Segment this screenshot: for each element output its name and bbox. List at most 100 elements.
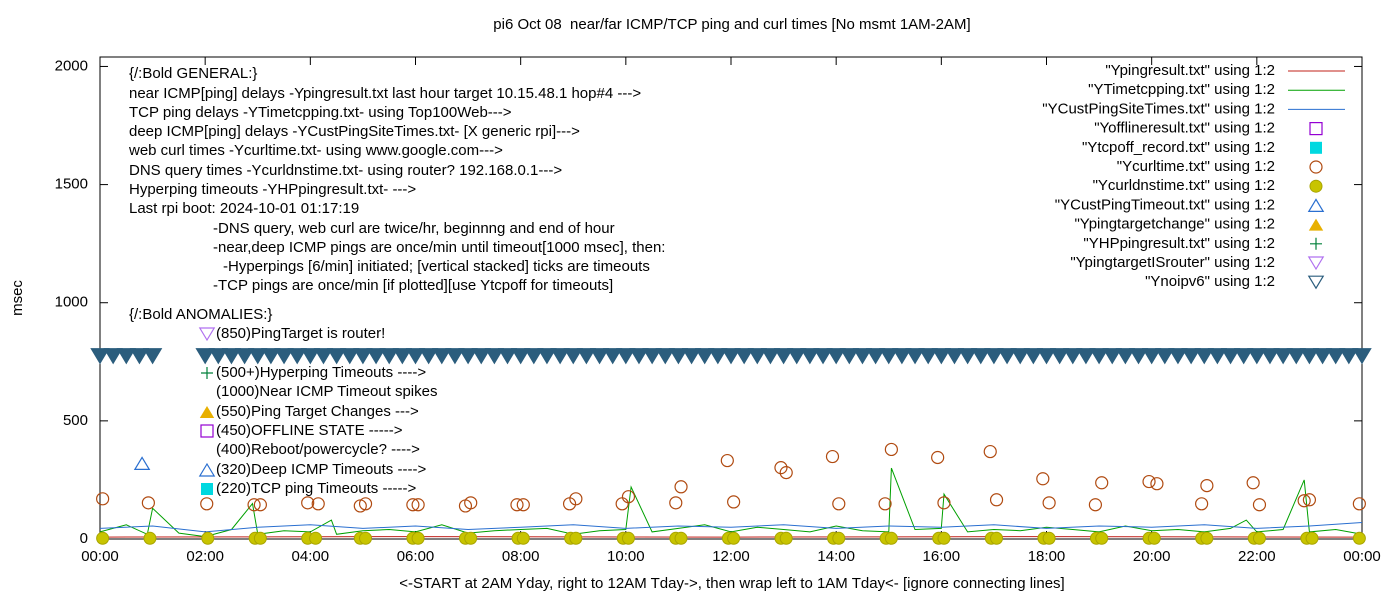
annotation: Hyperping timeouts -YHPpingresult.txt- -… — [129, 181, 416, 198]
point — [411, 498, 425, 512]
annotation: -TCP pings are once/min [if plotted][use… — [213, 277, 613, 294]
point — [621, 490, 636, 504]
annotation: (220)TCP ping Timeouts -----> — [216, 480, 416, 497]
point — [563, 348, 583, 365]
annotation: web curl times -Ycurltime.txt- using www… — [128, 142, 503, 159]
point — [655, 348, 675, 365]
x-tick-label: 08:00 — [502, 548, 540, 565]
point — [779, 466, 793, 480]
point — [813, 348, 833, 365]
legend-label: "Ycurldnstime.txt" using 1:2 — [1093, 177, 1275, 194]
point — [779, 531, 793, 545]
point — [90, 348, 110, 365]
point — [1168, 348, 1188, 365]
point — [1049, 348, 1070, 365]
y-tick-label: 1000 — [55, 294, 88, 311]
x-tick-label: 20:00 — [1133, 548, 1171, 565]
point — [1233, 348, 1254, 365]
annotation-icon — [198, 327, 216, 342]
point — [1200, 531, 1214, 545]
point — [865, 348, 886, 365]
point — [1194, 348, 1214, 365]
point — [141, 496, 155, 510]
legend-swatch — [1309, 121, 1323, 136]
point — [143, 531, 157, 545]
point — [727, 531, 741, 545]
point — [484, 348, 505, 365]
legend-swatch — [1308, 218, 1324, 231]
point — [516, 498, 530, 512]
point — [432, 348, 452, 365]
annotation: (500+)Hyperping Timeouts ----> — [216, 364, 426, 381]
point — [1088, 498, 1103, 512]
point — [1063, 348, 1083, 365]
legend-label: "YCustPingTimeout.txt" using 1:2 — [1055, 196, 1275, 213]
annotation: deep ICMP[ping] delays -YCustPingSiteTim… — [129, 123, 580, 140]
point — [274, 348, 294, 365]
point — [957, 348, 978, 365]
annotation: -DNS query, web curl are twice/hr, begin… — [213, 220, 615, 237]
point — [1260, 348, 1280, 365]
point — [747, 348, 768, 365]
point — [201, 531, 215, 545]
x-tick-label: 04:00 — [292, 548, 330, 565]
point — [96, 531, 110, 545]
point — [616, 348, 636, 365]
point — [411, 531, 425, 545]
point — [301, 496, 315, 510]
x-tick-label: 12:00 — [712, 548, 750, 565]
legend-swatch — [1309, 160, 1323, 174]
point — [287, 348, 307, 365]
x-tick-label: 10:00 — [607, 548, 645, 565]
point — [708, 348, 728, 365]
point — [537, 348, 557, 365]
point — [1155, 348, 1175, 365]
point — [234, 348, 255, 365]
annotation: Last rpi boot: 2024-10-01 01:17:19 — [129, 200, 359, 217]
x-tick-label: 00:00 — [1343, 548, 1381, 565]
point — [366, 348, 386, 365]
point — [787, 348, 807, 365]
point — [458, 348, 478, 365]
point — [103, 348, 123, 365]
point — [905, 348, 925, 365]
point — [253, 498, 267, 512]
point — [116, 348, 137, 365]
legend-label: "YpingtargetISrouter" using 1:2 — [1070, 254, 1275, 271]
point — [852, 348, 873, 365]
point — [989, 493, 1004, 507]
point — [1246, 476, 1260, 490]
point — [681, 348, 702, 365]
point — [133, 456, 151, 470]
point — [248, 348, 268, 365]
point — [990, 531, 1004, 545]
y-axis-label: msec — [9, 280, 26, 316]
point — [569, 531, 583, 545]
point — [313, 348, 334, 365]
point — [96, 492, 110, 506]
point — [734, 348, 754, 365]
point — [353, 348, 373, 365]
point — [668, 348, 689, 365]
point — [826, 348, 846, 365]
point — [1036, 472, 1050, 486]
point — [629, 348, 649, 365]
point — [589, 348, 610, 365]
point — [1023, 348, 1044, 365]
point — [1273, 348, 1293, 365]
point — [879, 348, 899, 365]
point — [1252, 498, 1267, 512]
point — [774, 461, 788, 475]
point — [884, 531, 898, 545]
point — [550, 348, 570, 365]
point — [918, 348, 938, 365]
point — [471, 348, 491, 365]
y-tick-label: 2000 — [55, 57, 88, 74]
y-tick-label: 0 — [80, 530, 88, 547]
point — [800, 348, 820, 365]
point — [621, 531, 635, 545]
point — [931, 348, 952, 365]
x-tick-label: 06:00 — [397, 548, 435, 565]
point — [1325, 348, 1346, 365]
